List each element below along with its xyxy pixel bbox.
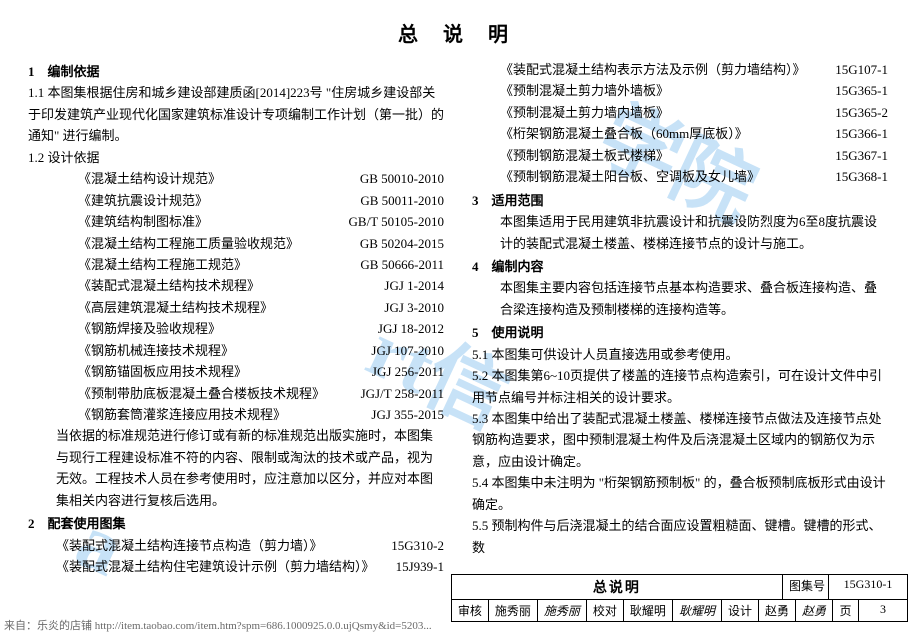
set-row: 《预制钢筋混凝土板式楼梯》 15G367-1 [472,145,888,166]
set-row: 《装配式混凝土结构住宅建筑设计示例（剪力墙结构）》 15J939-1 [28,556,444,577]
std-code: JGJ 355-2015 [371,404,444,425]
std-name: 《混凝土结构工程施工质量验收规范》 [78,233,299,254]
standard-row: 《钢筋机械连接技术规程》 JGJ 107-2010 [28,340,444,361]
set-code: 15G368-1 [835,166,888,187]
std-code: GB 50204-2015 [360,233,444,254]
para-5-3: 5.3 本图集中给出了装配式混凝土楼盖、楼梯连接节点做法及连接节点处钢筋构造要求… [472,408,888,472]
set-code: 15G310-2 [391,535,444,556]
std-code: JGJ 18-2012 [378,318,444,339]
std-name: 《混凝土结构工程施工规范》 [78,254,247,275]
std-name: 《建筑结构制图标准》 [78,211,208,232]
standard-row: 《高层建筑混凝土结构技术规程》 JGJ 3-2010 [28,297,444,318]
std-code: GB 50010-2010 [360,168,444,189]
std-name: 《钢筋机械连接技术规程》 [78,340,234,361]
para-3: 本图集适用于民用建筑非抗震设计和抗震设防烈度为6至8度抗震设计的装配式混凝土楼盖… [472,211,888,254]
tb-page-no: 3 [859,599,907,621]
para-5-5: 5.5 预制构件与后浇混凝土的结合面应设置粗糙面、键槽。键槽的形式、数 [472,515,888,558]
para-1-2: 1.2 设计依据 [28,147,444,168]
set-name: 《预制混凝土剪力墙外墙板》 [500,80,669,101]
set-row: 《装配式混凝土结构连接节点构造（剪力墙）》 15G310-2 [28,535,444,556]
std-code: GB 50666-2011 [360,254,444,275]
columns: 1 编制依据 1.1 本图集根据住房和城乡建设部建质函[2014]223号 "住… [28,59,888,578]
standard-row: 《混凝土结构工程施工规范》 GB 50666-2011 [28,254,444,275]
std-code: JGJ 1-2014 [384,275,444,296]
tb-design-sig: 赵勇 [796,599,833,621]
set-code: 15G365-2 [835,102,888,123]
set-row: 《装配式混凝土结构表示方法及示例（剪力墙结构）》 15G107-1 [472,59,888,80]
para-5-4: 5.4 本图集中未注明为 "桁架钢筋预制板" 的，叠合板预制底板形式由设计确定。 [472,472,888,515]
para-5-2: 5.2 本图集第6~10页提供了楼盖的连接节点构造索引，可在设计文件中引用节点编… [472,365,888,408]
standard-row: 《钢筋焊接及验收规程》 JGJ 18-2012 [28,318,444,339]
set-name: 《预制混凝土剪力墙内墙板》 [500,102,669,123]
set-code: 15G365-1 [835,80,888,101]
set-name: 《装配式混凝土结构表示方法及示例（剪力墙结构）》 [500,59,806,80]
std-name: 《混凝土结构设计规范》 [78,168,221,189]
std-name: 《预制带肋底板混凝土叠合楼板技术规程》 [78,383,325,404]
std-code: GB 50011-2010 [360,190,444,211]
standard-row: 《混凝土结构工程施工质量验收规范》 GB 50204-2015 [28,233,444,254]
set-name: 《预制钢筋混凝土阳台板、空调板及女儿墙》 [500,166,760,187]
tb-setlabel: 图集号 [783,575,829,599]
standard-row: 《建筑结构制图标准》 GB/T 50105-2010 [28,211,444,232]
tb-review-sig: 施秀丽 [538,599,587,621]
set-code: 15G107-1 [835,59,888,80]
section-4-heading: 4 编制内容 [472,256,888,277]
std-code: GB/T 50105-2010 [349,211,444,232]
set-row: 《预制混凝土剪力墙外墙板》 15G365-1 [472,80,888,101]
source-footer: 来自：乐炎的店铺 http://item.taobao.com/item.htm… [4,617,432,633]
std-name: 《高层建筑混凝土结构技术规程》 [78,297,273,318]
std-name: 《钢筋锚固板应用技术规程》 [78,361,247,382]
set-name: 《桁架钢筋混凝土叠合板（60mm厚底板）》 [500,123,748,144]
std-name: 《钢筋套筒灌浆连接应用技术规程》 [78,404,286,425]
set-name: 《预制钢筋混凝土板式楼梯》 [500,145,669,166]
std-name: 《建筑抗震设计规范》 [78,190,208,211]
tb-setcode: 15G310-1 [829,575,907,599]
set-code: 15G366-1 [835,123,888,144]
tb-check-sig: 耿耀明 [673,599,722,621]
set-name: 《装配式混凝土结构住宅建筑设计示例（剪力墙结构）》 [56,556,375,577]
standard-row: 《预制带肋底板混凝土叠合楼板技术规程》 JGJ/T 258-2011 [28,383,444,404]
std-code: JGJ 256-2011 [372,361,444,382]
tb-review-label: 审核 [452,599,489,621]
set-row: 《预制钢筋混凝土阳台板、空调板及女儿墙》 15G368-1 [472,166,888,187]
tb-review-name: 施秀丽 [489,599,538,621]
para-5-1: 5.1 本图集可供设计人员直接选用或参考使用。 [472,344,888,365]
tb-page-label: 页 [833,599,859,621]
set-row: 《桁架钢筋混凝土叠合板（60mm厚底板）》 15G366-1 [472,123,888,144]
set-code: 15G367-1 [835,145,888,166]
tb-title: 总说明 [452,575,783,599]
std-code: JGJ 3-2010 [384,297,444,318]
left-column: 1 编制依据 1.1 本图集根据住房和城乡建设部建质函[2014]223号 "住… [28,59,444,578]
para-1-1: 1.1 本图集根据住房和城乡建设部建质函[2014]223号 "住房城乡建设部关… [28,82,444,146]
section-1-heading: 1 编制依据 [28,61,444,82]
page-title: 总 说 明 [28,18,888,47]
document-page: 总 说 明 1 编制依据 1.1 本图集根据住房和城乡建设部建质函[2014]2… [0,0,916,578]
set-row: 《预制混凝土剪力墙内墙板》 15G365-2 [472,102,888,123]
section-2-heading: 2 配套使用图集 [28,513,444,534]
section-5-heading: 5 使用说明 [472,322,888,343]
set-code: 15J939-1 [396,556,444,577]
standard-row: 《钢筋套筒灌浆连接应用技术规程》 JGJ 355-2015 [28,404,444,425]
standard-row: 《混凝土结构设计规范》 GB 50010-2010 [28,168,444,189]
standard-row: 《钢筋锚固板应用技术规程》 JGJ 256-2011 [28,361,444,382]
set-name: 《装配式混凝土结构连接节点构造（剪力墙）》 [56,535,323,556]
std-name: 《钢筋焊接及验收规程》 [78,318,221,339]
section-3-heading: 3 适用范围 [472,190,888,211]
standard-row: 《装配式混凝土结构技术规程》 JGJ 1-2014 [28,275,444,296]
title-block: 总说明 图集号 15G310-1 审核 施秀丽 施秀丽 校对 耿耀明 耿耀明 设… [451,574,908,622]
std-name: 《装配式混凝土结构技术规程》 [78,275,260,296]
tb-design-name: 赵勇 [759,599,796,621]
std-code: JGJ/T 258-2011 [361,383,444,404]
tb-design-label: 设计 [722,599,759,621]
para-4: 本图集主要内容包括连接节点基本构造要求、叠合板连接构造、叠合梁连接构造及预制楼梯… [472,277,888,320]
tb-check-name: 耿耀明 [624,599,673,621]
standard-row: 《建筑抗震设计规范》 GB 50011-2010 [28,190,444,211]
right-column: 《装配式混凝土结构表示方法及示例（剪力墙结构）》 15G107-1 《预制混凝土剪… [472,59,888,578]
tb-check-label: 校对 [587,599,624,621]
std-code: JGJ 107-2010 [371,340,444,361]
para-1-3: 当依据的标准规范进行修订或有新的标准规范出版实施时，本图集与现行工程建设标准不符… [28,425,444,511]
